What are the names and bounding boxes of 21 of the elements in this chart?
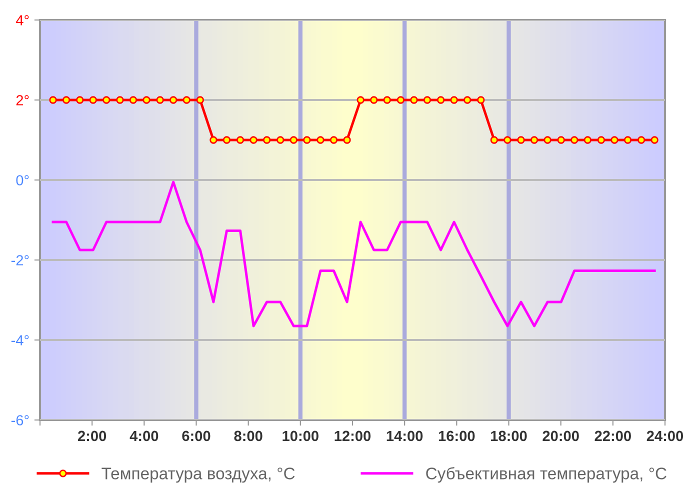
x-tick-label: 20:00 <box>542 430 579 442</box>
y-tick-label: 4° <box>16 15 29 26</box>
x-tick-label: 16:00 <box>438 430 475 442</box>
y-tick-label: 0° <box>16 175 29 186</box>
y-tick-label: -4° <box>11 335 29 346</box>
legend-label: Субъективная температура, °C <box>426 467 666 483</box>
x-tick-label: 14:00 <box>386 430 423 442</box>
x-tick-label: 8:00 <box>234 430 262 442</box>
y-tick-label: 2° <box>16 95 29 106</box>
x-tick-label: 6:00 <box>182 430 210 442</box>
x-tick-label: 24:00 <box>646 430 684 442</box>
x-tick-label: 4:00 <box>130 430 158 442</box>
x-tick-label: 2:00 <box>78 430 106 442</box>
x-tick-label: 12:00 <box>334 430 371 442</box>
x-tick-label: 10:00 <box>282 430 318 442</box>
line-series <box>52 180 656 328</box>
x-tick-label: 18:00 <box>491 430 527 442</box>
legend-label: Температура воздуха, °C <box>102 468 295 483</box>
y-tick-label: -6° <box>11 415 29 426</box>
x-tick-label: 22:00 <box>594 430 631 442</box>
y-tick-label: -2° <box>11 255 29 266</box>
